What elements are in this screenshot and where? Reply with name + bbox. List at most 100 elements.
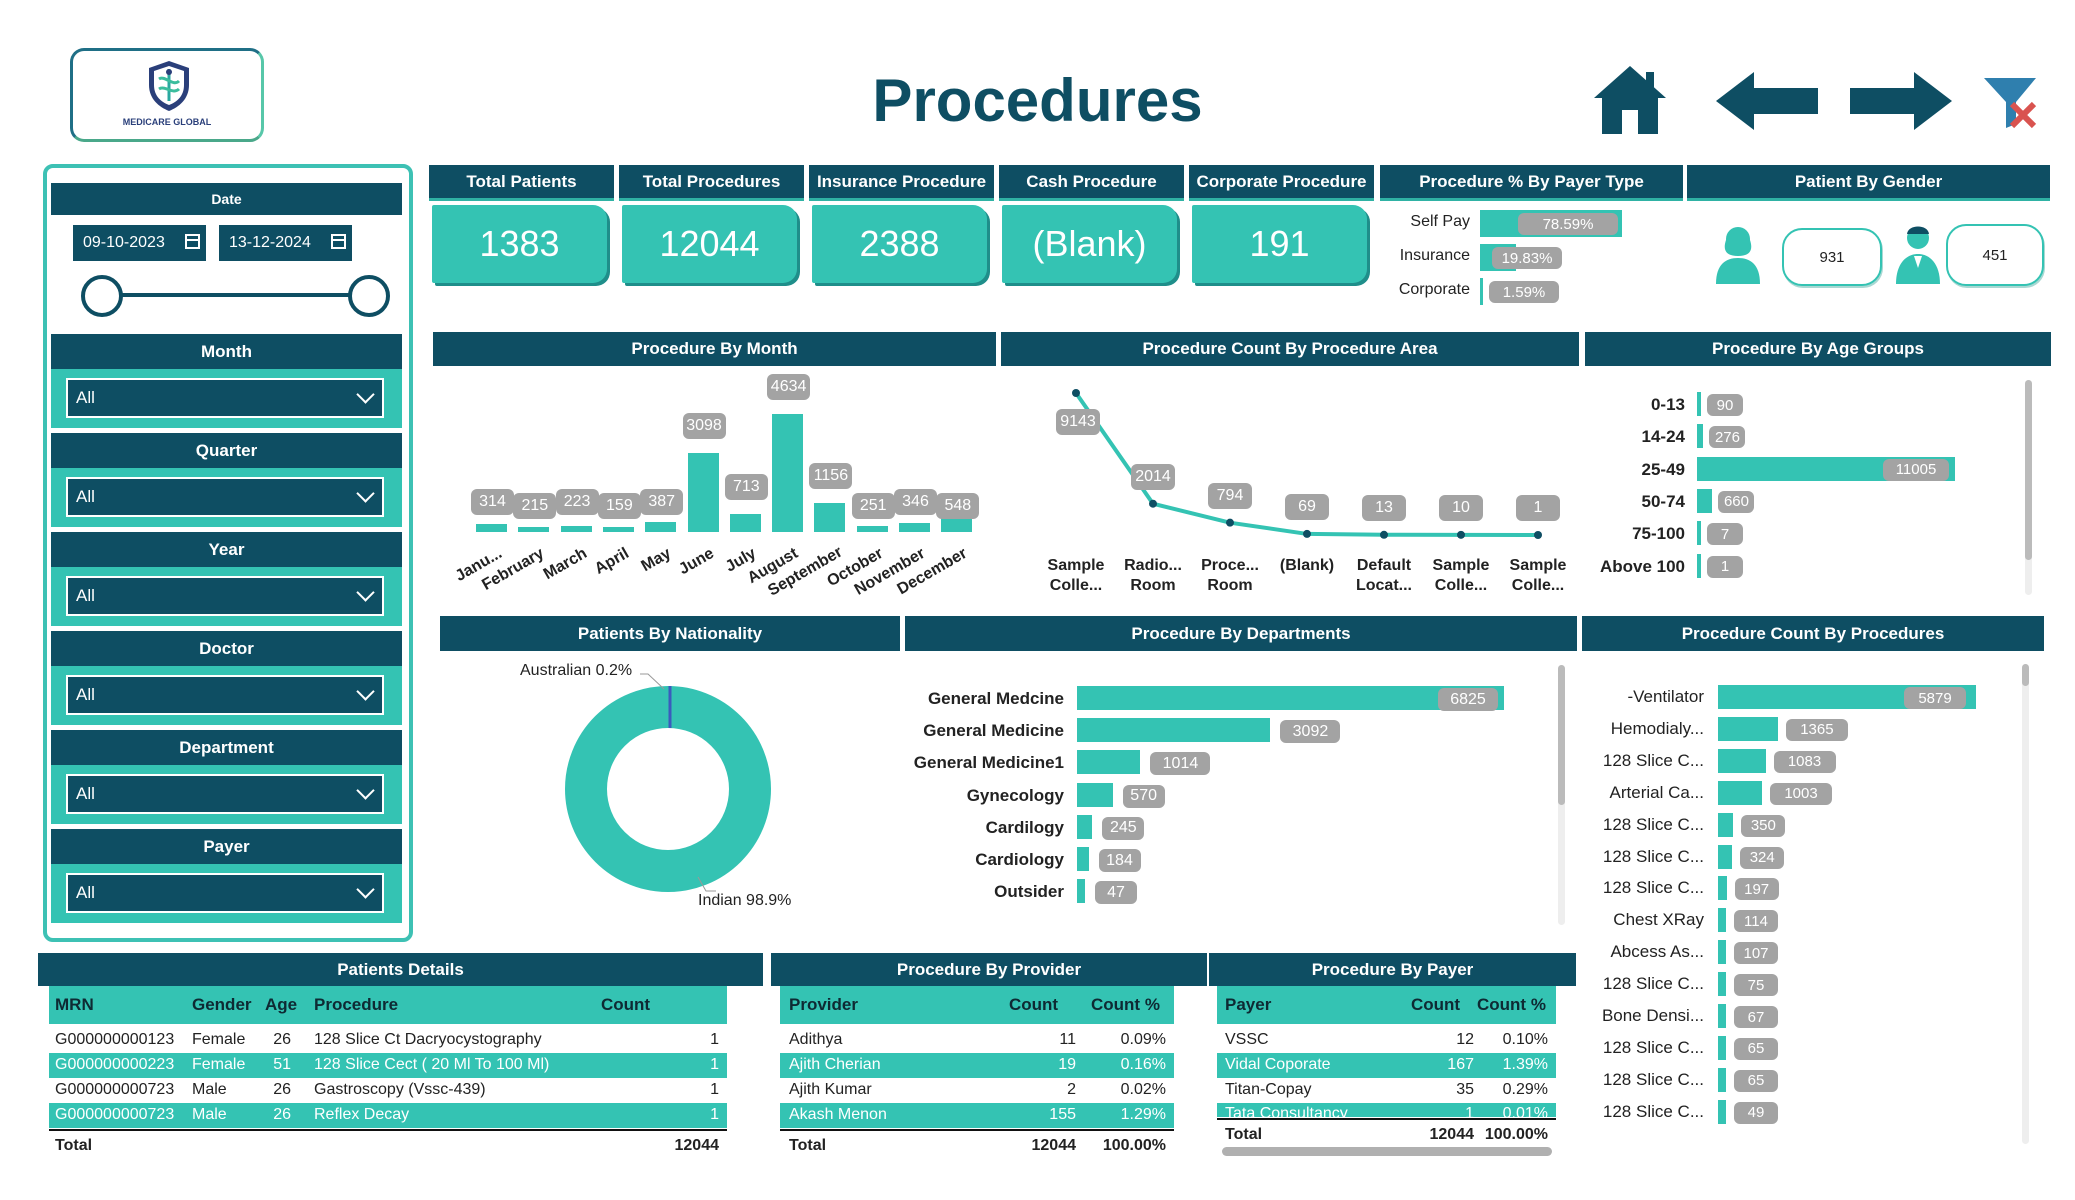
department-bar: [1077, 718, 1271, 743]
col-count-pct[interactable]: Count %: [1477, 995, 1546, 1014]
payer-table-row: VSSC 12 0.10%: [1217, 1028, 1556, 1053]
kpi-insurance-procedure-value: 2388: [812, 205, 987, 283]
month-bar: [899, 523, 930, 532]
month-data-label: 215: [513, 493, 557, 519]
home-icon[interactable]: [1592, 64, 1668, 136]
col-procedure[interactable]: Procedure: [314, 995, 399, 1014]
year-dropdown[interactable]: All: [66, 576, 384, 616]
doctor-dropdown[interactable]: All: [66, 675, 384, 715]
month-bar: [941, 518, 973, 532]
month-data-label: 387: [640, 489, 684, 515]
col-count[interactable]: Count: [601, 995, 651, 1014]
chart-title-nationality: Patients By Nationality: [440, 616, 900, 651]
date-slider-start-handle[interactable]: [81, 275, 123, 317]
calendar-icon[interactable]: [331, 234, 346, 249]
payer-table-row-cell: 0.01%: [1502, 1105, 1548, 1117]
procedures-chart-scrollbar[interactable]: [2022, 664, 2029, 1144]
department-value: 6825: [1438, 688, 1498, 711]
calendar-icon[interactable]: [185, 234, 200, 249]
date-slider-end-handle[interactable]: [348, 275, 390, 317]
forward-arrow-icon[interactable]: [1848, 70, 1954, 132]
age-group-value: 276: [1709, 426, 1746, 449]
month-bar: [729, 513, 761, 532]
total-label: Total: [55, 1137, 93, 1154]
quarter-dropdown[interactable]: All: [66, 477, 384, 517]
end-date-input[interactable]: 13-12-2024: [219, 225, 352, 261]
provider-table-row-cell: 0.09%: [1120, 1031, 1166, 1048]
month-data-label: 4634: [767, 374, 811, 400]
procedure-bar: [1718, 1004, 1726, 1028]
col-payer[interactable]: Payer: [1225, 995, 1272, 1014]
month-dropdown[interactable]: All: [66, 378, 384, 418]
area-data-label: 69: [1285, 493, 1329, 520]
col-gender[interactable]: Gender: [192, 995, 252, 1014]
age-group-label: Above 100: [1599, 556, 1685, 576]
procedure-label: Chest XRay: [1613, 910, 1704, 930]
age-group-label: 50-74: [1641, 491, 1685, 511]
patients-table-row-cell: Female: [192, 1056, 246, 1073]
area-tick-label: Sample Colle...: [1509, 557, 1567, 594]
chevron-down-icon: [356, 385, 375, 404]
procedure-value: 75: [1734, 974, 1778, 997]
patients-table-row-cell: 51: [273, 1056, 291, 1073]
month-data-label: 159: [597, 493, 641, 519]
payer-table-row: Tata Consultancy 1 0.01%: [1217, 1103, 1556, 1117]
age-chart-scrollbar[interactable]: [2025, 380, 2032, 595]
provider-table-row-cell: 0.16%: [1120, 1056, 1166, 1073]
month-bar: [602, 527, 634, 532]
doctor-value: All: [76, 685, 95, 704]
procedure-area-line-chart: [1072, 389, 1542, 539]
total-label: Total: [1225, 1126, 1263, 1143]
col-count[interactable]: Count: [1009, 995, 1059, 1014]
col-mrn[interactable]: MRN: [55, 995, 94, 1014]
kpi-total-patients-title: Total Patients: [429, 165, 614, 201]
procedure-label: -Ventilator: [1627, 687, 1704, 706]
procedure-bar: [1718, 1067, 1726, 1092]
age-group-label: 25-49: [1641, 459, 1685, 479]
provider-table-row-cell: Akash Menon: [789, 1106, 887, 1123]
col-count-pct[interactable]: Count %: [1091, 995, 1160, 1014]
department-label: Cardiology: [975, 850, 1064, 869]
col-count[interactable]: Count: [1411, 995, 1461, 1014]
provider-table-title: Procedure By Provider: [771, 953, 1207, 986]
area-line-point: [1534, 530, 1542, 539]
quarter-value: All: [76, 487, 95, 506]
patients-table-row-cell: G000000000723: [55, 1081, 175, 1098]
month-bar: [560, 526, 592, 532]
patients-table-row: G000000000723 Male 26 Gastroscopy (Vssc-439…: [49, 1078, 727, 1103]
procedure-value: 107: [1734, 942, 1778, 965]
date-range-slider-track[interactable]: [100, 293, 370, 297]
col-provider[interactable]: Provider: [789, 995, 858, 1014]
patients-table-row-cell: 128 Slice Cect ( 20 Ml To 100 Ml): [314, 1056, 550, 1073]
clear-filter-icon[interactable]: [1982, 74, 2040, 132]
month-bar: [772, 414, 804, 532]
chart-title-procedures: Procedure Count By Procedures: [1582, 616, 2044, 651]
company-logo: MEDICARE GLOBAL: [70, 48, 264, 142]
patients-table-row: G000000000123 Female 26 128 Slice Ct Dacryo…: [49, 1028, 727, 1053]
month-value: All: [76, 388, 95, 407]
payer-dropdown[interactable]: All: [66, 873, 384, 913]
payer-table-scrollbar[interactable]: [1222, 1147, 1552, 1156]
procedure-value: 1083: [1773, 750, 1836, 773]
payer-table-row-cell: Vidal Coporate: [1225, 1056, 1331, 1073]
procedure-value: 5879: [1904, 687, 1966, 709]
end-date-value: 13-12-2024: [229, 234, 311, 251]
department-value: 47: [1095, 881, 1137, 905]
age-group-value: 90: [1707, 394, 1743, 416]
procedure-value: 67: [1734, 1006, 1778, 1028]
provider-table-row-cell: 19: [1058, 1056, 1076, 1073]
age-group-value: 1: [1707, 555, 1743, 578]
month-data-label: 223: [555, 489, 599, 515]
provider-table-row-cell: 155: [1049, 1106, 1076, 1123]
payer-table-title: Procedure By Payer: [1209, 953, 1576, 986]
procedure-bar: [1718, 940, 1726, 965]
department-dropdown[interactable]: All: [66, 774, 384, 814]
kpi-insurance-procedure-title: Insurance Procedure: [809, 165, 994, 201]
start-date-input[interactable]: 09-10-2023: [73, 225, 206, 261]
nationality-donut-chart: [565, 673, 771, 892]
chevron-down-icon: [356, 880, 375, 899]
back-arrow-icon[interactable]: [1714, 70, 1820, 132]
procedure-label: Hemodialy...: [1610, 718, 1704, 738]
col-age[interactable]: Age: [265, 995, 298, 1014]
department-chart-scrollbar[interactable]: [1558, 665, 1565, 925]
